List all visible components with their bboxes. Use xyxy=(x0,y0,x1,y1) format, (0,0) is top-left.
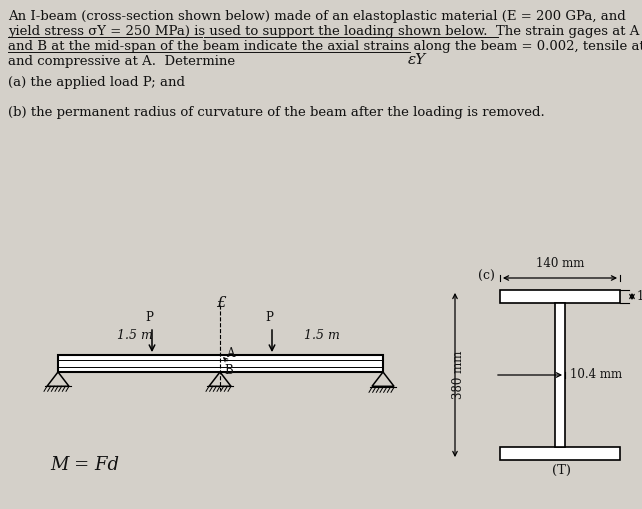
Text: B: B xyxy=(224,364,233,377)
Text: P: P xyxy=(145,311,153,324)
Text: (T): (T) xyxy=(552,464,571,477)
Text: (b) the permanent radius of curvature of the beam after the loading is removed.: (b) the permanent radius of curvature of… xyxy=(8,106,545,119)
Text: (a) the applied load P; and: (a) the applied load P; and xyxy=(8,76,185,89)
Bar xyxy=(58,355,383,372)
Bar xyxy=(500,447,620,460)
Text: A: A xyxy=(226,347,234,360)
Bar xyxy=(500,290,620,303)
Text: An I-beam (cross-section shown below) made of an elastoplastic material (E = 200: An I-beam (cross-section shown below) ma… xyxy=(8,10,626,23)
Text: 15.8 mm: 15.8 mm xyxy=(637,290,642,303)
Bar xyxy=(555,303,565,447)
Text: yield stress σY = 250 MPa) is used to support the loading shown below.  The stra: yield stress σY = 250 MPa) is used to su… xyxy=(8,25,639,38)
Text: 1.5 m: 1.5 m xyxy=(117,329,153,342)
Text: and B at the mid-span of the beam indicate the axial strains along the beam = 0.: and B at the mid-span of the beam indica… xyxy=(8,40,642,53)
Text: 10.4 mm: 10.4 mm xyxy=(570,369,622,382)
Text: M = Fd: M = Fd xyxy=(50,456,119,474)
Text: (c): (c) xyxy=(478,269,495,282)
Text: £: £ xyxy=(216,296,226,310)
Text: and compressive at A.  Determine: and compressive at A. Determine xyxy=(8,55,235,68)
Text: P: P xyxy=(265,311,273,324)
Text: 380 mm: 380 mm xyxy=(453,351,465,399)
Text: 140 mm: 140 mm xyxy=(536,257,584,270)
Text: εY: εY xyxy=(408,53,426,67)
Text: 1.5 m: 1.5 m xyxy=(304,329,340,342)
